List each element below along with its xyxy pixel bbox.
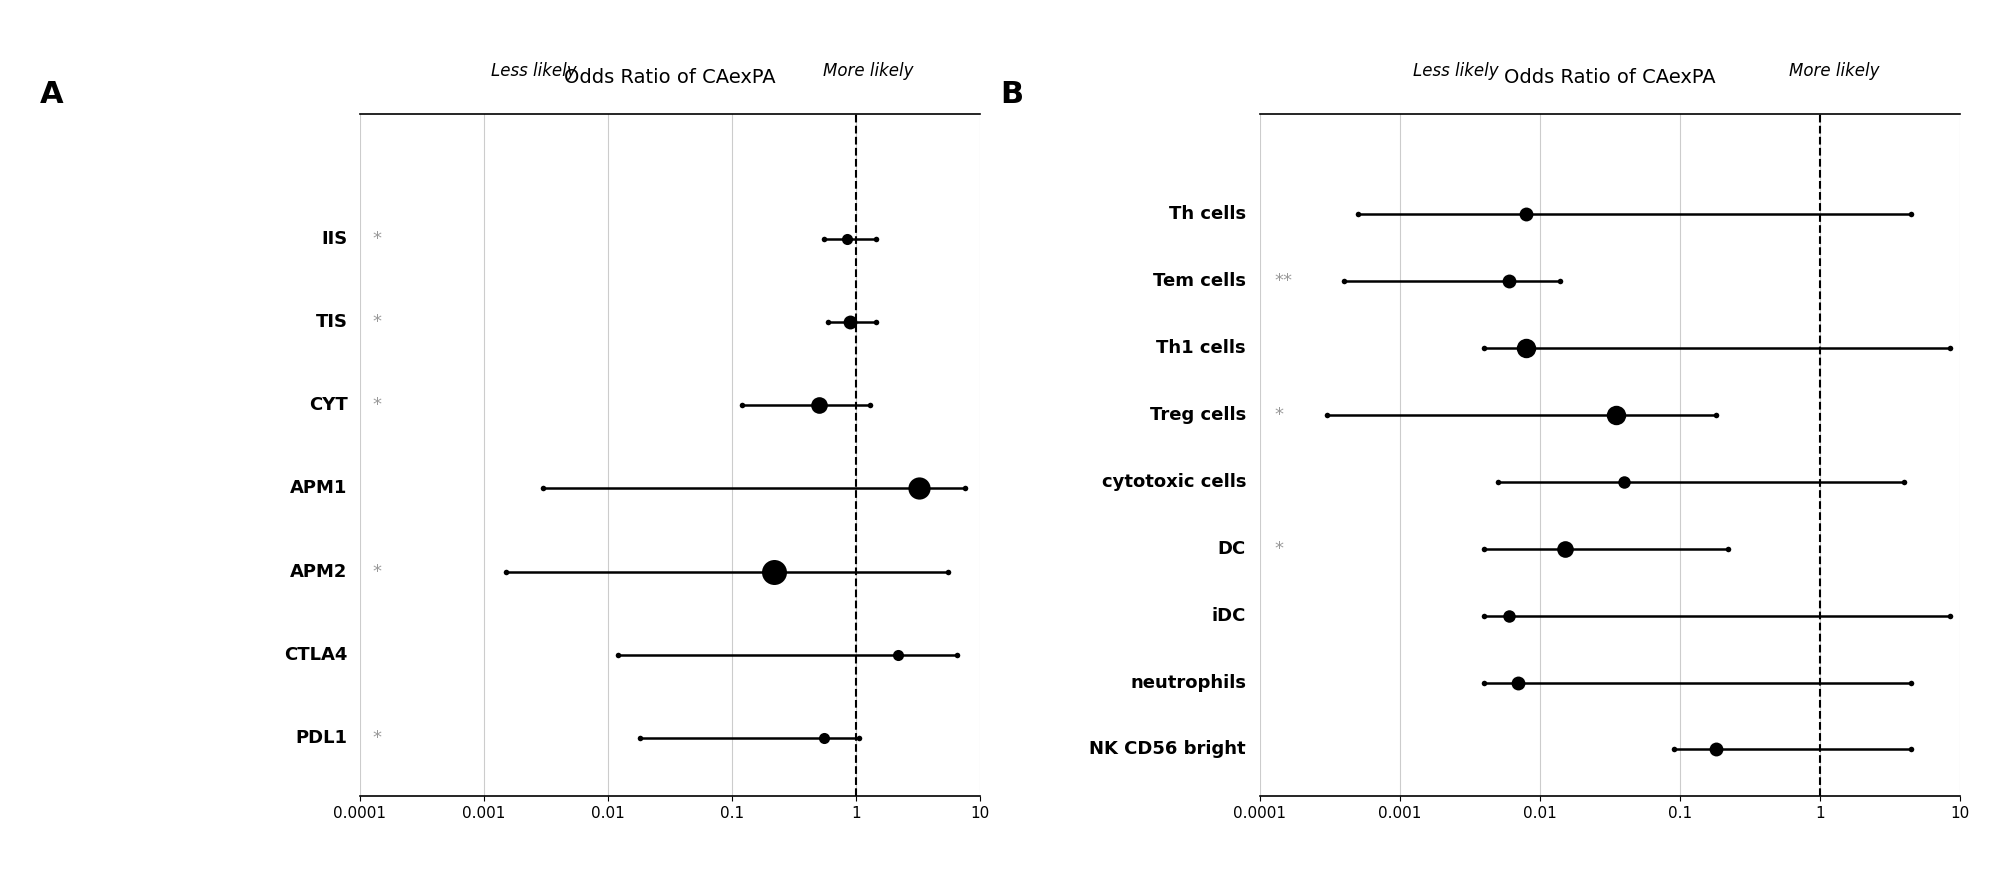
Title: Odds Ratio of CAexPA: Odds Ratio of CAexPA bbox=[564, 68, 776, 88]
Text: CYT: CYT bbox=[308, 396, 348, 414]
Text: More likely: More likely bbox=[1788, 61, 1880, 80]
Text: **: ** bbox=[1274, 272, 1292, 290]
Text: Tem cells: Tem cells bbox=[1152, 272, 1246, 290]
Text: PDL1: PDL1 bbox=[296, 729, 348, 747]
Text: IIS: IIS bbox=[322, 229, 348, 248]
Text: Treg cells: Treg cells bbox=[1150, 406, 1246, 423]
Text: *: * bbox=[1274, 540, 1284, 557]
Text: CTLA4: CTLA4 bbox=[284, 646, 348, 664]
Text: *: * bbox=[372, 563, 382, 580]
Text: *: * bbox=[372, 396, 382, 414]
Text: *: * bbox=[372, 729, 382, 747]
Text: *: * bbox=[372, 229, 382, 248]
Text: neutrophils: neutrophils bbox=[1130, 674, 1246, 691]
Text: Th1 cells: Th1 cells bbox=[1156, 339, 1246, 357]
Text: cytotoxic cells: cytotoxic cells bbox=[1102, 473, 1246, 491]
Text: APM2: APM2 bbox=[290, 563, 348, 580]
Text: *: * bbox=[372, 313, 382, 331]
Text: More likely: More likely bbox=[824, 61, 914, 80]
Text: *: * bbox=[1274, 406, 1284, 423]
Text: A: A bbox=[40, 80, 64, 109]
Text: Less likely: Less likely bbox=[490, 61, 576, 80]
Text: B: B bbox=[1000, 80, 1024, 109]
Text: Th cells: Th cells bbox=[1168, 205, 1246, 223]
Text: TIS: TIS bbox=[316, 313, 348, 331]
Text: iDC: iDC bbox=[1212, 606, 1246, 625]
Title: Odds Ratio of CAexPA: Odds Ratio of CAexPA bbox=[1504, 68, 1716, 88]
Text: Less likely: Less likely bbox=[1414, 61, 1498, 80]
Text: APM1: APM1 bbox=[290, 480, 348, 497]
Text: NK CD56 bright: NK CD56 bright bbox=[1090, 740, 1246, 759]
Text: DC: DC bbox=[1218, 540, 1246, 557]
